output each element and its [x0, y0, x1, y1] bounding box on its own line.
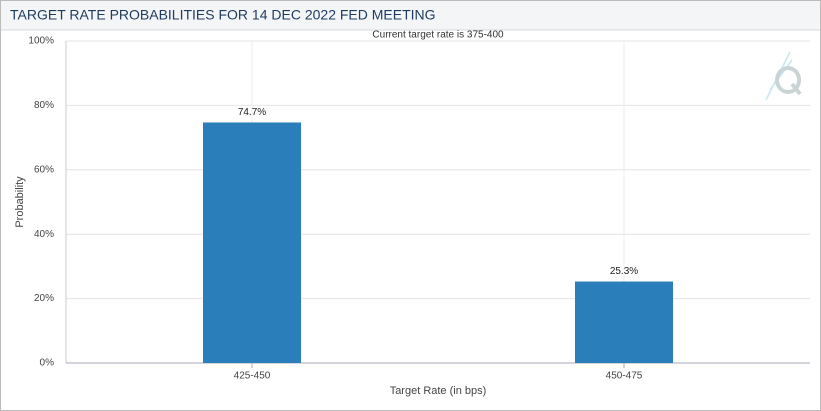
logo-q	[775, 66, 802, 96]
title-bar	[1, 1, 820, 30]
y-tick-label: 100%	[28, 36, 54, 47]
bar	[575, 281, 673, 363]
bar	[203, 122, 301, 363]
x-tick-label: 425-450	[234, 371, 271, 382]
x-tick-label: 450-475	[606, 371, 643, 382]
y-tick-label: 0%	[40, 358, 55, 369]
y-axis-title: Probability	[14, 176, 26, 228]
logo	[765, 51, 802, 101]
chart-title: TARGET RATE PROBABILITIES FOR 14 DEC 202…	[10, 7, 436, 23]
y-tick-label: 80%	[34, 100, 54, 111]
y-tick-label: 20%	[34, 293, 54, 304]
chart-subtitle: Current target rate is 375-400	[372, 30, 504, 41]
y-tick-label: 60%	[34, 164, 54, 175]
data-label: 74.7%	[238, 107, 266, 118]
y-tick-label: 40%	[34, 229, 54, 240]
data-label: 25.3%	[610, 266, 638, 277]
x-axis-title: Target Rate (in bps)	[390, 385, 487, 397]
